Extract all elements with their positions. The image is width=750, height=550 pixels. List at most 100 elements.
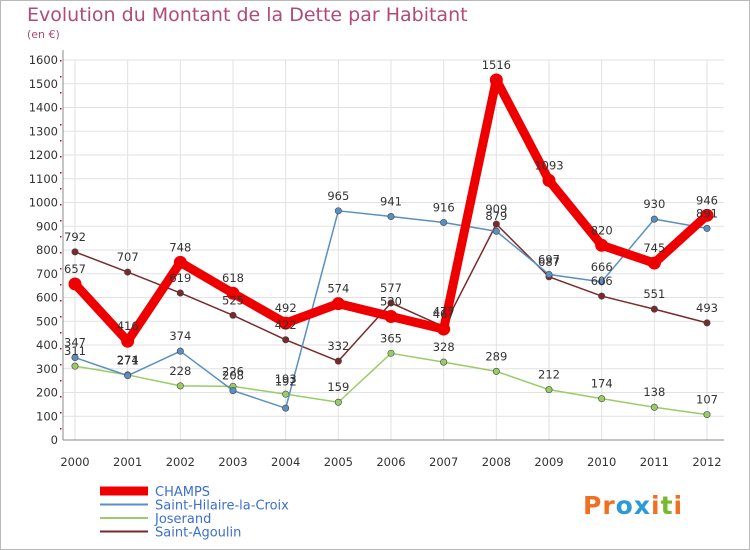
axis-minor-tick xyxy=(60,252,62,254)
data-point xyxy=(176,382,184,390)
legend-label: Saint-Hilaire-la-Croix xyxy=(155,499,289,514)
data-point xyxy=(334,357,342,365)
legend: CHAMPSSaint-Hilaire-la-CroixJoserandSain… xyxy=(100,485,289,541)
y-tick-label: 900 xyxy=(36,219,58,233)
axis-minor-tick xyxy=(60,284,62,286)
y-tick-label: 300 xyxy=(36,362,58,376)
x-tick-label: 2009 xyxy=(534,455,563,469)
data-label: 946 xyxy=(696,193,718,207)
data-label: 212 xyxy=(538,368,560,382)
data-point xyxy=(595,238,609,252)
axis-minor-tick xyxy=(60,396,62,398)
data-point xyxy=(545,386,553,394)
data-label: 107 xyxy=(696,393,718,407)
data-labels: 792 707 619 525 422 332 577 477 909 687 606 551 493 3… xyxy=(64,58,718,407)
x-tick-label: 2010 xyxy=(587,455,616,469)
data-label: 328 xyxy=(433,340,455,354)
axis-minor-tick xyxy=(60,92,62,94)
data-point xyxy=(542,173,556,187)
data-label: 174 xyxy=(591,377,613,391)
data-point xyxy=(598,292,606,300)
data-point xyxy=(334,207,342,215)
data-point xyxy=(650,305,658,313)
data-point xyxy=(703,319,711,327)
y-tick-label: 1500 xyxy=(29,77,58,91)
data-point xyxy=(331,297,345,311)
data-label: 332 xyxy=(327,339,349,353)
x-tick-label: 2001 xyxy=(113,455,142,469)
data-label: 422 xyxy=(275,318,297,332)
axis-minor-tick xyxy=(60,236,62,238)
logo-letter: i xyxy=(651,491,661,520)
y-tick-label: 1200 xyxy=(29,148,58,162)
data-label: 374 xyxy=(169,329,191,343)
data-point xyxy=(492,220,500,228)
data-label: 467 xyxy=(433,307,455,321)
data-point xyxy=(492,367,500,375)
data-point xyxy=(440,218,448,226)
axis-minor-tick xyxy=(60,188,62,190)
data-point xyxy=(173,255,187,269)
data-label: 619 xyxy=(169,271,191,285)
data-point xyxy=(71,362,79,370)
y-tick-label: 1600 xyxy=(29,53,58,67)
data-point xyxy=(492,227,500,235)
y-tick-label: 800 xyxy=(36,243,58,257)
y-tick-label: 600 xyxy=(36,291,58,305)
data-label: 574 xyxy=(327,282,349,296)
data-label: 697 xyxy=(538,252,560,266)
axis-minor-tick xyxy=(60,316,62,318)
data-label: 916 xyxy=(433,200,455,214)
data-label: 930 xyxy=(643,197,665,211)
axis-minor-tick xyxy=(60,220,62,222)
data-label: 416 xyxy=(117,319,139,333)
legend-label: Saint-Agoulin xyxy=(155,526,241,541)
x-tick-label: 2003 xyxy=(218,455,247,469)
x-tick-label: 2012 xyxy=(692,455,721,469)
y-tick-label: 1400 xyxy=(29,101,58,115)
data-label: 271 xyxy=(117,354,139,368)
data-point xyxy=(71,248,79,256)
data-label: 226 xyxy=(222,364,244,378)
axis-minor-tick xyxy=(60,332,62,334)
data-label: 748 xyxy=(169,240,191,254)
data-label: 520 xyxy=(380,295,402,309)
data-label: 820 xyxy=(591,223,613,237)
axis-minor-tick xyxy=(60,204,62,206)
data-label: 618 xyxy=(222,271,244,285)
chart-subtitle: (en €) xyxy=(27,28,60,41)
proxiti-logo: Proxiti xyxy=(583,491,683,520)
data-point xyxy=(176,289,184,297)
data-point xyxy=(282,390,290,398)
axis-minor-tick xyxy=(60,108,62,110)
data-point xyxy=(124,268,132,276)
data-label: 577 xyxy=(380,281,402,295)
data-label: 965 xyxy=(327,189,349,203)
data-label: 909 xyxy=(485,202,507,216)
data-label: 941 xyxy=(380,195,402,209)
data-label: 666 xyxy=(591,260,613,274)
data-label: 274 xyxy=(117,353,139,367)
data-label: 347 xyxy=(64,336,86,350)
data-label: 687 xyxy=(538,255,560,269)
data-point xyxy=(71,354,79,362)
data-label: 193 xyxy=(275,372,297,386)
data-point xyxy=(387,299,395,307)
x-tick-label: 2008 xyxy=(482,455,511,469)
data-point xyxy=(282,404,290,412)
data-label: 525 xyxy=(222,293,244,307)
logo-letter: r xyxy=(602,491,616,520)
x-tick-label: 2000 xyxy=(60,455,89,469)
axis-minor-tick xyxy=(60,412,62,414)
data-point xyxy=(229,311,237,319)
chart-title: Evolution du Montant de la Dette par Hab… xyxy=(27,4,468,26)
data-label: 311 xyxy=(64,344,86,358)
data-point xyxy=(703,411,711,419)
data-label: 138 xyxy=(643,385,665,399)
data-point xyxy=(650,215,658,223)
x-tick-label: 2007 xyxy=(429,455,458,469)
x-tick-label: 2011 xyxy=(640,455,669,469)
data-label: 228 xyxy=(169,364,191,378)
data-point xyxy=(598,278,606,286)
